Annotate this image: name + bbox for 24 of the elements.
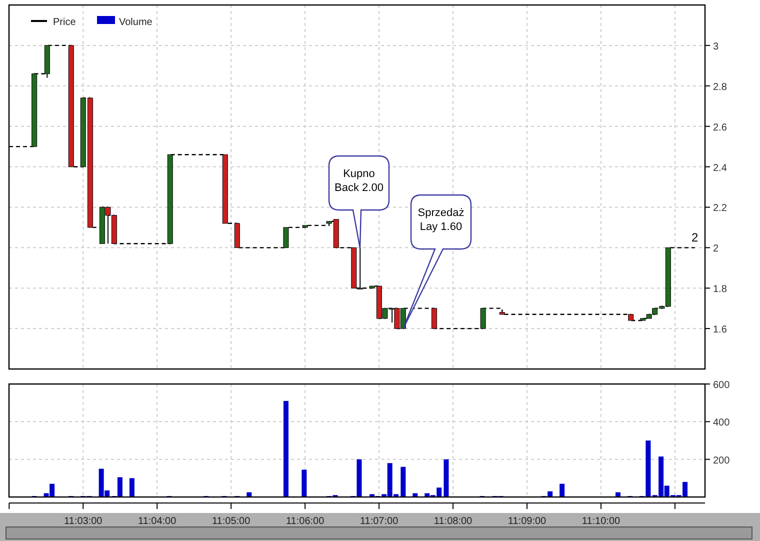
y-tick-label: 400 (713, 418, 730, 429)
y-tick-label: 2.8 (713, 82, 728, 93)
y-tick-label: 1.8 (713, 284, 728, 296)
x-tick-label: 11:06:00 (286, 516, 325, 527)
y-tick-label: 200 (713, 455, 730, 466)
y-tick-label: 1.6 (713, 324, 728, 336)
annotation: Kupno Back 2.00 (334, 168, 384, 194)
annotation: 2 (691, 230, 698, 245)
x-tick-label: 11:07:00 (360, 516, 399, 527)
y-tick-label: 2.2 (713, 203, 728, 214)
y-tick-label: 600 (713, 380, 730, 391)
x-tick-label: 11:09:00 (508, 516, 547, 527)
legend-label: Volume (119, 17, 153, 28)
x-tick-label: 11:08:00 (434, 516, 473, 527)
x-tick-label: 11:05:00 (212, 516, 251, 527)
y-tick-label: 2 (713, 244, 719, 255)
y-tick-label: 2.6 (713, 122, 728, 134)
x-tick-label: 11:04:00 (138, 516, 177, 527)
legend-label: Price (53, 17, 76, 28)
annotation: Sprzedaż Lay 1.60 (418, 207, 464, 233)
y-tick-label: 2.4 (713, 162, 728, 174)
x-tick-label: 11:03:00 (64, 516, 103, 527)
x-tick-label: 11:10:00 (582, 516, 621, 527)
y-tick-label: 3 (713, 41, 719, 52)
